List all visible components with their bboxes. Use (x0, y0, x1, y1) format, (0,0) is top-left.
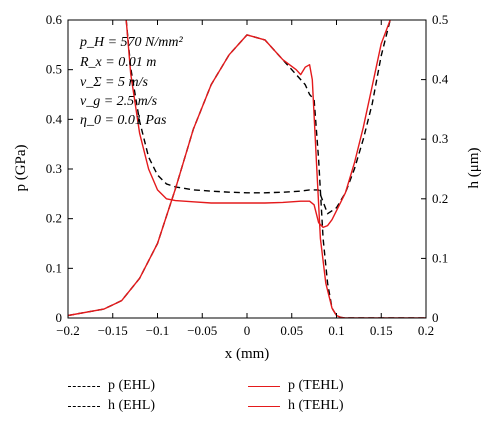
x-tick-label: −0.05 (187, 323, 217, 338)
legend-label: p (TEHL) (288, 378, 344, 393)
x-tick-label: −0.2 (56, 323, 80, 338)
x-tick-label: 0.2 (418, 323, 434, 338)
series-line-p-tehl (68, 34, 426, 318)
annotation-line: η_0 = 0.01 Pas (80, 113, 167, 128)
y-left-tick-label: 0.3 (46, 161, 62, 176)
legend-item-p-ehl: p (EHL) (68, 378, 155, 394)
x-tick-label: −0.15 (98, 323, 128, 338)
x-tick-label: 0 (244, 323, 251, 338)
annotation-line: v_Σ = 5 m/s (80, 75, 148, 90)
dashed-line-icon (68, 385, 100, 387)
y-axis-label-left: p (GPa) (13, 144, 29, 191)
x-tick-label: 0.1 (328, 323, 344, 338)
y-right-tick-label: 0.2 (432, 191, 448, 206)
y-left-tick-label: 0 (56, 310, 63, 325)
parameter-annotations: p_H = 570 N/mm² R_x = 0.01 m v_Σ = 5 m/s… (79, 35, 184, 128)
y-left-tick-label: 0.6 (46, 12, 63, 27)
annotation-line: v_g = 2.5 m/s (80, 94, 158, 109)
y-left-tick-label: 0.5 (46, 62, 62, 77)
y-right-tick-label: 0 (432, 310, 439, 325)
y-left-tick-label: 0.4 (46, 111, 63, 126)
x-tick-label: 0.15 (370, 323, 393, 338)
x-tick-label: −0.1 (146, 323, 170, 338)
y-right-tick-label: 0.1 (432, 250, 448, 265)
y-right-tick-label: 0.3 (432, 131, 448, 146)
legend-label: h (EHL) (108, 398, 156, 413)
annotation-line: p_H = 570 N/mm² (79, 35, 184, 50)
y-right-tick-label: 0.4 (432, 72, 449, 87)
legend-label: h (TEHL) (288, 398, 344, 413)
annotation-line: R_x = 0.01 m (79, 55, 156, 70)
legend-label: p (EHL) (108, 378, 156, 393)
y-axis-label-right: h (μm) (466, 148, 482, 189)
y-left-tick-label: 0.1 (46, 260, 62, 275)
series-line-h-tehl (125, 20, 391, 229)
legend-item-h-tehl: h (TEHL) (248, 398, 344, 414)
legend-item-h-ehl: h (EHL) (68, 398, 155, 414)
y-left-tick-label: 0.2 (46, 211, 62, 226)
solid-line-icon (248, 405, 280, 407)
x-tick-label: 0.05 (280, 323, 303, 338)
solid-line-icon (248, 385, 280, 387)
legend-item-p-tehl: p (TEHL) (248, 378, 344, 394)
dashed-line-icon (68, 405, 100, 407)
y-right-tick-label: 0.5 (432, 12, 448, 27)
series-line-h-ehl (125, 20, 391, 215)
x-axis-label: x (mm) (225, 346, 270, 362)
